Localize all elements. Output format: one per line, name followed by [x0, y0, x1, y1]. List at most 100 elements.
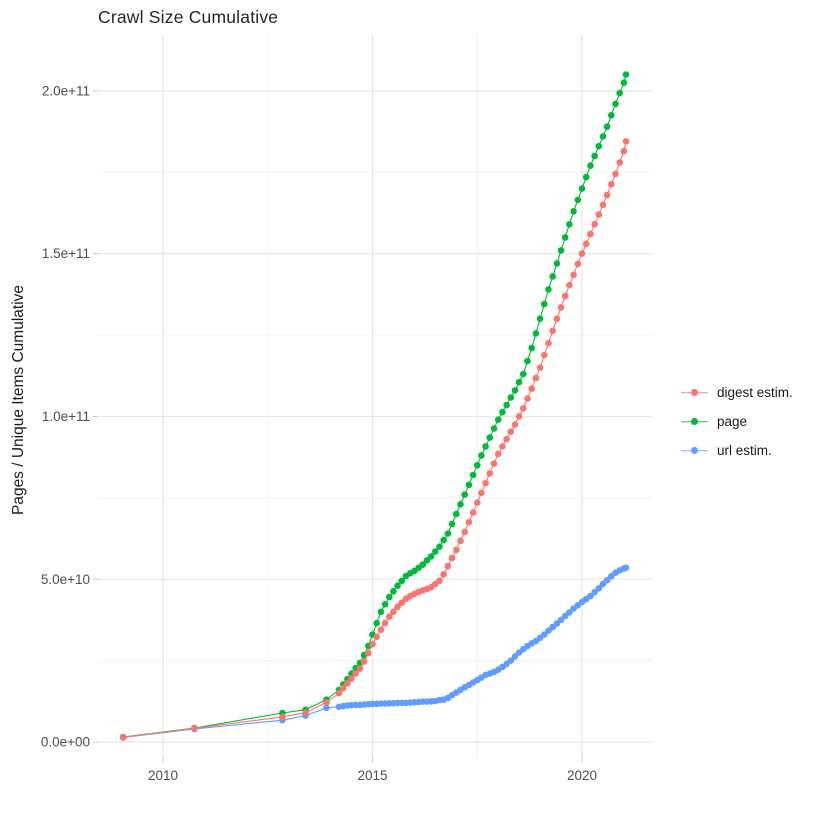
data-point-page — [398, 577, 406, 585]
x-tick-label: 2010 — [148, 768, 178, 783]
data-point-page — [524, 357, 531, 365]
data-point-digest-estim — [352, 670, 360, 677]
data-point-page — [599, 133, 607, 140]
data-point-page — [373, 619, 381, 627]
data-point-page — [511, 387, 519, 394]
data-point-page — [465, 481, 473, 489]
legend: digest estim. page url estim. — [681, 378, 793, 465]
legend-key-page — [681, 413, 708, 430]
data-point-page — [536, 315, 544, 323]
series-line-digest-estim — [123, 141, 627, 738]
data-point-digest-estim — [453, 546, 460, 554]
data-point-digest-estim — [444, 562, 452, 570]
data-point-digest-estim — [591, 221, 598, 228]
data-point-page — [622, 71, 630, 78]
legend-key-url — [681, 442, 708, 459]
data-point-digest-estim — [302, 709, 309, 716]
data-point-page — [561, 234, 569, 241]
chart-title: Crawl Size Cumulative — [98, 7, 279, 27]
data-point-url-estim — [507, 657, 515, 664]
legend-key-point — [691, 418, 698, 425]
data-point-page — [557, 247, 565, 254]
data-point-page — [444, 530, 452, 537]
data-point-page — [419, 561, 427, 568]
data-point-page — [503, 401, 510, 409]
legend-label: url estim. — [717, 443, 772, 458]
data-point-digest-estim — [570, 271, 577, 279]
data-point-digest-estim — [511, 421, 519, 428]
data-point-page — [381, 601, 389, 608]
data-point-digest-estim — [612, 170, 619, 178]
data-point-digest-estim — [595, 211, 603, 218]
data-point-page — [469, 471, 477, 479]
data-point-digest-estim — [616, 159, 623, 166]
legend-label: digest estim. — [717, 385, 793, 400]
data-point-digest-estim — [503, 435, 510, 443]
data-point-page — [423, 557, 431, 564]
data-point-digest-estim — [490, 460, 498, 467]
data-point-page — [608, 112, 615, 119]
data-point-page — [390, 588, 397, 595]
data-point-page — [507, 394, 515, 401]
data-point-digest-estim — [545, 339, 552, 347]
data-point-digest-estim — [587, 230, 594, 238]
data-point-digest-estim — [119, 734, 127, 741]
data-point-page — [553, 260, 561, 267]
data-point-page — [595, 142, 603, 150]
data-point-url-estim — [323, 704, 330, 712]
data-point-page — [541, 300, 548, 308]
data-point-page — [620, 79, 628, 86]
x-tick-label: 2015 — [357, 768, 387, 783]
data-point-digest-estim — [339, 685, 347, 692]
data-point-digest-estim — [549, 327, 556, 335]
legend-item-url-estim: url estim. — [681, 436, 793, 465]
data-point-page — [587, 162, 594, 169]
data-point-digest-estim — [566, 281, 573, 289]
data-point-page — [582, 173, 590, 181]
data-point-page — [394, 582, 401, 589]
data-point-page — [486, 434, 494, 441]
data-point-page — [432, 548, 439, 555]
data-point-page — [453, 510, 460, 518]
data-point-page — [457, 501, 464, 508]
data-point-page — [478, 452, 485, 459]
legend-key-point — [691, 389, 698, 396]
data-point-digest-estim — [356, 665, 364, 672]
data-point-digest-estim — [541, 351, 548, 359]
data-point-url-estim — [599, 580, 607, 588]
data-point-url-estim — [622, 564, 630, 572]
data-point-url-estim — [587, 592, 594, 600]
y-tick-label: 1.0e+11 — [42, 409, 90, 424]
y-tick-label: 0.0e+00 — [41, 735, 90, 750]
data-point-page — [603, 123, 611, 130]
y-tick-label: 1.5e+11 — [42, 246, 90, 261]
data-point-digest-estim — [478, 489, 485, 497]
legend-item-digest-estim: digest estim. — [681, 378, 793, 407]
data-point-digest-estim — [515, 413, 523, 420]
data-point-digest-estim — [440, 571, 448, 578]
data-point-page — [474, 462, 481, 469]
legend-item-page: page — [681, 407, 793, 436]
data-point-page — [574, 196, 582, 204]
data-point-digest-estim — [507, 428, 515, 436]
legend-key-point — [691, 447, 698, 454]
data-point-digest-estim — [381, 619, 389, 627]
data-point-page — [386, 593, 393, 601]
data-point-page — [566, 221, 573, 228]
data-point-digest-estim — [365, 649, 372, 657]
data-point-digest-estim — [499, 443, 506, 450]
data-point-digest-estim — [369, 641, 376, 648]
data-point-page — [528, 344, 535, 352]
data-point-digest-estim — [486, 470, 494, 477]
legend-key-digest — [681, 384, 708, 401]
data-point-url-estim — [591, 588, 598, 596]
data-point-url-estim — [511, 653, 519, 660]
data-point-digest-estim — [620, 147, 628, 155]
y-tick-label: 2.0e+11 — [42, 83, 90, 98]
data-point-digest-estim — [622, 138, 630, 145]
data-point-digest-estim — [574, 260, 582, 268]
data-point-digest-estim — [373, 633, 381, 641]
data-point-digest-estim — [582, 240, 590, 248]
data-point-digest-estim — [553, 315, 561, 323]
